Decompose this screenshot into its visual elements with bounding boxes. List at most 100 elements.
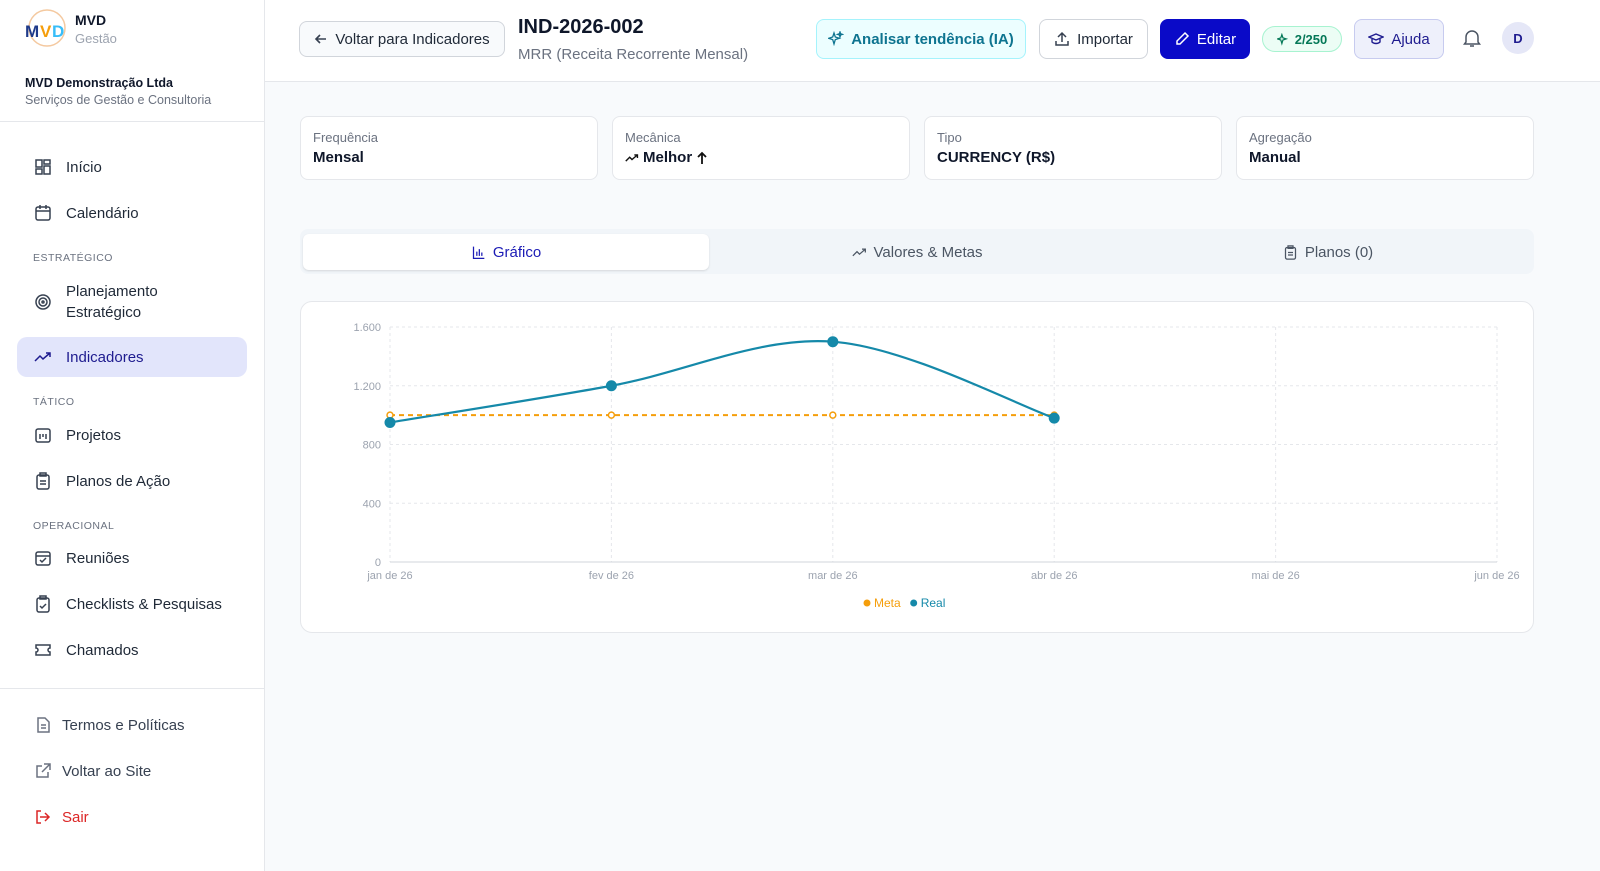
info-card: Tipo CURRENCY (R$) xyxy=(924,116,1222,180)
y-tick-label: 1.200 xyxy=(353,381,381,393)
indicator-code: IND-2026-002 xyxy=(518,16,644,38)
card-value-text: Melhor xyxy=(643,149,693,166)
import-button[interactable]: Importar xyxy=(1039,19,1148,59)
footer-nav-label: Sair xyxy=(62,808,89,826)
footer-nav-item[interactable]: Voltar ao Site xyxy=(17,751,247,791)
card-value: CURRENCY (R$) xyxy=(937,149,1209,166)
divider xyxy=(0,688,264,689)
nav-item[interactable]: Calendário xyxy=(17,193,247,233)
card-value-text: Manual xyxy=(1249,149,1301,166)
chart: 0 400 800 1.200 1.600 jan de 26 fev de 26 mar d… xyxy=(353,322,1519,610)
x-tick-label: jan de 26 xyxy=(366,570,412,582)
brand-sub: Gestão xyxy=(75,31,117,46)
svg-text:D: D xyxy=(52,22,64,41)
series-point xyxy=(605,380,617,392)
y-tick-label: 1.600 xyxy=(353,322,381,334)
nav-label: Planejamento Estratégico xyxy=(66,283,158,321)
series-line xyxy=(389,340,1055,424)
series-point xyxy=(829,411,837,419)
footer-nav-label: Termos e Políticas xyxy=(62,716,185,734)
card-label: Frequência xyxy=(313,130,379,145)
org-name: MVD Demonstração Ltda xyxy=(25,76,173,90)
edit-label: Editar xyxy=(1196,30,1237,48)
nav-heading: TÁTICO xyxy=(33,396,75,408)
nav-item[interactable]: Planejamento Estratégico xyxy=(17,280,187,324)
divider xyxy=(0,121,264,122)
nav-item[interactable]: Reuniões xyxy=(17,538,247,578)
card-value-text: CURRENCY (R$) xyxy=(937,149,1056,166)
tab-label: Valores & Metas xyxy=(873,243,983,261)
nav-item[interactable]: Planos de Ação xyxy=(17,461,247,501)
footer-nav-item[interactable]: Sair xyxy=(17,797,247,837)
card-label: Agregação xyxy=(1249,130,1312,145)
legend-swatch xyxy=(910,599,918,607)
nav-heading: ESTRATÉGICO xyxy=(33,252,113,264)
legend-label: Real xyxy=(921,596,946,610)
series-point xyxy=(827,336,839,348)
tab[interactable]: Gráfico xyxy=(303,234,709,270)
legend-label: Meta xyxy=(874,596,901,610)
card-value: Mensal xyxy=(313,149,585,166)
help-button[interactable]: Ajuda xyxy=(1354,19,1444,59)
nav-label: Reuniões xyxy=(66,549,130,567)
chart-card: 0 400 800 1.200 1.600 jan de 26 fev de 26 mar d… xyxy=(300,301,1534,633)
nav-item[interactable]: Início xyxy=(17,147,247,187)
x-tick-label: mar de 26 xyxy=(808,570,858,582)
avatar[interactable]: D xyxy=(1502,22,1534,54)
series-point xyxy=(1048,412,1060,424)
sidebar: M V D MVD Gestão MVD Demonstração Ltda S… xyxy=(0,0,265,871)
logo: M V D xyxy=(25,9,66,47)
nav-item[interactable]: Chamados xyxy=(17,630,247,670)
tab-label: Planos (0) xyxy=(1304,243,1374,261)
brand-name: MVD xyxy=(75,12,107,28)
info-card: Frequência Mensal xyxy=(300,116,598,180)
x-tick-label: mai de 26 xyxy=(1251,570,1299,582)
edit-button[interactable]: Editar xyxy=(1160,19,1250,59)
bell-icon[interactable] xyxy=(1462,28,1482,48)
svg-text:M: M xyxy=(25,22,39,41)
tab[interactable]: Valores & Metas xyxy=(714,234,1120,270)
nav-item[interactable]: Checklists & Pesquisas xyxy=(17,584,247,624)
nav-label: Projetos xyxy=(66,426,122,444)
indicator-name: MRR (Receita Recorrente Mensal) xyxy=(518,46,749,63)
info-card: Agregação Manual xyxy=(1236,116,1534,180)
card-label: Mecânica xyxy=(625,130,681,145)
nav-label: Planos de Ação xyxy=(66,472,171,490)
quota-badge[interactable]: 2/250 xyxy=(1262,26,1342,52)
footer-nav-label: Voltar ao Site xyxy=(62,762,152,780)
series-point xyxy=(607,411,616,419)
y-tick-label: 400 xyxy=(363,498,381,510)
card-value: Melhor xyxy=(625,149,897,166)
back-label: Voltar para Indicadores xyxy=(335,30,490,48)
nav-heading: OPERACIONAL xyxy=(33,520,115,532)
legend-swatch xyxy=(863,599,871,607)
analyze-button[interactable]: Analisar tendência (IA) xyxy=(816,19,1026,59)
active-tab-bg xyxy=(303,234,709,270)
nav-label: Checklists & Pesquisas xyxy=(66,595,222,613)
nav-label: Chamados xyxy=(66,641,139,659)
nav-label: Início xyxy=(66,158,102,176)
org-desc: Serviços de Gestão e Consultoria xyxy=(25,93,212,107)
nav-label: Calendário xyxy=(66,204,139,222)
tab[interactable]: Planos (0) xyxy=(1125,234,1531,270)
nav-item[interactable]: Indicadores xyxy=(17,337,247,377)
nav-item[interactable]: Projetos xyxy=(17,415,247,455)
y-tick-label: 0 xyxy=(375,557,381,569)
nav-label: Indicadores xyxy=(66,348,144,366)
series-point xyxy=(384,416,396,428)
analyze-label: Analisar tendência (IA) xyxy=(851,30,1014,48)
y-tick-label: 800 xyxy=(363,440,381,452)
card-value-text: Mensal xyxy=(313,149,364,166)
svg-text:V: V xyxy=(40,22,52,41)
back-button[interactable]: Voltar para Indicadores xyxy=(299,21,505,57)
import-label: Importar xyxy=(1077,30,1133,48)
card-label: Tipo xyxy=(937,130,962,145)
quota-label: 2/250 xyxy=(1294,31,1328,47)
card-value: Manual xyxy=(1249,149,1521,166)
help-label: Ajuda xyxy=(1391,30,1430,48)
footer-nav-item[interactable]: Termos e Políticas xyxy=(17,705,247,745)
x-tick-label: jun de 26 xyxy=(1473,570,1519,582)
x-tick-label: fev de 26 xyxy=(589,570,634,582)
info-card: Mecânica Melhor xyxy=(612,116,910,180)
